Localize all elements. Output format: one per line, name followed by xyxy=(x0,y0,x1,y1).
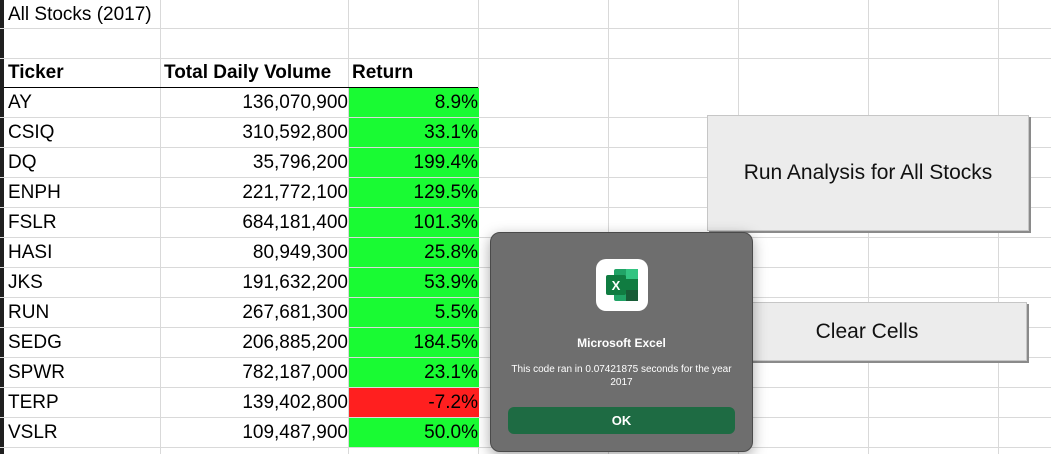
window-edge xyxy=(0,0,4,454)
table-row: JKS 191,632,200 53.9% xyxy=(0,268,1051,298)
return-cell[interactable]: 129.5% xyxy=(413,182,478,203)
ticker-cell[interactable]: CSIQ xyxy=(8,122,55,143)
return-cell[interactable]: 5.5% xyxy=(434,302,478,323)
volume-cell[interactable]: 206,885,200 xyxy=(242,332,348,353)
return-cell[interactable]: 23.1% xyxy=(424,362,478,383)
ticker-cell[interactable]: ENPH xyxy=(8,182,61,203)
ticker-cell[interactable]: AY xyxy=(8,92,32,113)
return-fill xyxy=(349,238,479,268)
return-cell[interactable]: 8.9% xyxy=(434,92,478,113)
clear-cells-button[interactable]: Clear Cells xyxy=(707,302,1027,361)
table-row: SEDG 206,885,200 184.5% xyxy=(0,328,1051,358)
return-cell[interactable]: 50.0% xyxy=(424,422,478,443)
sheet-title[interactable]: All Stocks (2017) xyxy=(8,4,152,25)
header-return[interactable]: Return xyxy=(352,62,414,83)
return-cell[interactable]: 53.9% xyxy=(424,272,478,293)
table-row: ENPH 221,772,100 129.5% xyxy=(0,178,1051,208)
return-fill xyxy=(349,148,479,178)
ticker-cell[interactable]: HASI xyxy=(8,242,53,263)
return-fill xyxy=(349,328,479,358)
return-fill xyxy=(349,298,479,328)
ticker-cell[interactable]: JKS xyxy=(8,272,43,293)
volume-cell[interactable]: 782,187,000 xyxy=(242,362,348,383)
table-row: HASI 80,949,300 25.8% xyxy=(0,238,1051,268)
header-border xyxy=(4,87,478,88)
return-cell[interactable]: 184.5% xyxy=(413,332,478,353)
row-gridline xyxy=(0,207,1051,208)
ticker-cell[interactable]: FSLR xyxy=(8,212,57,233)
return-fill xyxy=(349,268,479,298)
row-gridline xyxy=(0,117,1051,118)
return-cell[interactable]: 199.4% xyxy=(413,152,478,173)
ticker-cell[interactable]: SPWR xyxy=(8,362,65,383)
ticker-cell[interactable]: SEDG xyxy=(8,332,62,353)
excel-icon: X xyxy=(596,259,648,311)
volume-cell[interactable]: 684,181,400 xyxy=(242,212,348,233)
table-row: FSLR 684,181,400 101.3% xyxy=(0,208,1051,238)
return-fill xyxy=(349,88,479,118)
return-fill xyxy=(349,418,479,448)
return-fill xyxy=(349,178,479,208)
ticker-cell[interactable]: RUN xyxy=(8,302,50,323)
row-gridline xyxy=(0,147,1051,148)
ticker-cell[interactable]: TERP xyxy=(8,392,59,413)
volume-cell[interactable]: 139,402,800 xyxy=(242,392,348,413)
volume-cell[interactable]: 310,592,800 xyxy=(242,122,348,143)
return-cell[interactable]: 25.8% xyxy=(424,242,478,263)
ok-button[interactable]: OK xyxy=(508,407,735,434)
row-gridline xyxy=(0,177,1051,178)
dialog-title: Microsoft Excel xyxy=(577,336,666,350)
volume-cell[interactable]: 191,632,200 xyxy=(242,272,348,293)
run-analysis-button[interactable]: Run Analysis for All Stocks xyxy=(707,115,1029,231)
volume-cell[interactable]: 109,487,900 xyxy=(242,422,348,443)
return-cell[interactable]: -7.2% xyxy=(428,392,478,413)
volume-cell[interactable]: 221,772,100 xyxy=(242,182,348,203)
return-fill xyxy=(349,358,479,388)
alert-dialog: X Microsoft Excel This code ran in 0.074… xyxy=(490,232,753,452)
header-ticker[interactable]: Ticker xyxy=(8,62,64,83)
ticker-cell[interactable]: VSLR xyxy=(8,422,58,443)
return-cell[interactable]: 33.1% xyxy=(424,122,478,143)
return-fill xyxy=(349,388,479,418)
volume-cell[interactable]: 35,796,200 xyxy=(252,152,348,173)
table-row: VSLR 109,487,900 50.0% xyxy=(0,418,1051,448)
volume-cell[interactable]: 136,070,900 xyxy=(242,92,348,113)
volume-cell[interactable]: 267,681,300 xyxy=(242,302,348,323)
return-fill xyxy=(349,208,479,238)
table-row: TERP 139,402,800 -7.2% xyxy=(0,388,1051,418)
header-total-daily-volume[interactable]: Total Daily Volume xyxy=(164,62,332,83)
table-row: SPWR 782,187,000 23.1% xyxy=(0,358,1051,388)
return-fill xyxy=(349,118,479,148)
volume-cell[interactable]: 80,949,300 xyxy=(252,242,348,263)
return-cell[interactable]: 101.3% xyxy=(413,212,478,233)
table-row: CSIQ 310,592,800 33.1% xyxy=(0,118,1051,148)
svg-text:X: X xyxy=(612,278,621,293)
table-row: AY 136,070,900 8.9% xyxy=(0,88,1051,118)
dialog-message: This code ran in 0.07421875 seconds for … xyxy=(511,364,732,388)
table-row: RUN 267,681,300 5.5% xyxy=(0,298,1051,328)
table-row: DQ 35,796,200 199.4% xyxy=(0,148,1051,178)
ticker-cell[interactable]: DQ xyxy=(8,152,37,173)
